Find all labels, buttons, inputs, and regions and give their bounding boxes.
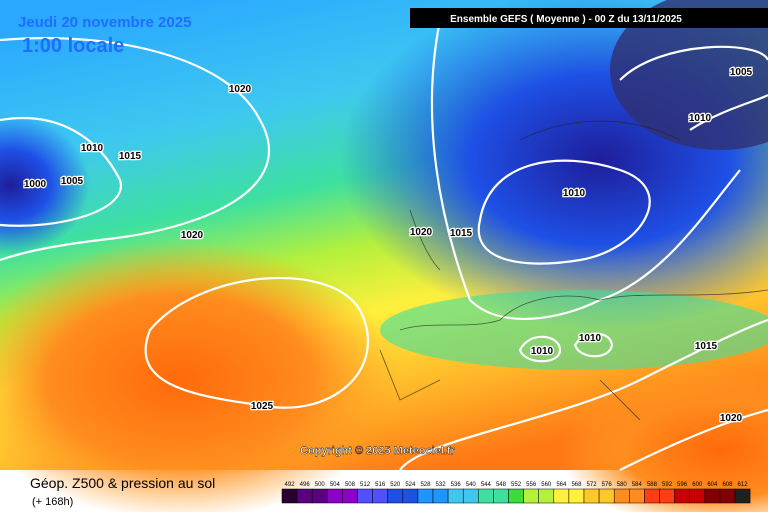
isobar-label: 1015 bbox=[119, 151, 142, 162]
isobar-label: 1010 bbox=[689, 113, 712, 124]
colorbar-swatch bbox=[644, 488, 660, 504]
colorbar-swatch bbox=[719, 488, 736, 504]
colorbar-label: 572 bbox=[587, 482, 598, 488]
colorbar-label: 596 bbox=[677, 482, 688, 488]
colorbar-swatch bbox=[432, 488, 449, 504]
colorbar-swatch bbox=[311, 488, 328, 504]
colorbar-label: 580 bbox=[617, 482, 628, 488]
colorbar-swatch bbox=[372, 488, 388, 504]
colorbar-swatch bbox=[553, 488, 570, 504]
colorbar-label: 500 bbox=[315, 482, 326, 488]
colorbar-swatch bbox=[508, 488, 524, 504]
isobar-label: 1010 bbox=[531, 346, 554, 357]
colorbar-swatch bbox=[342, 488, 358, 504]
colorbar-swatch bbox=[538, 488, 555, 504]
colorbar-label: 560 bbox=[541, 482, 552, 488]
colorbar-label: 564 bbox=[556, 482, 567, 488]
colorbar-swatch bbox=[659, 488, 675, 504]
colorbar-swatch bbox=[613, 488, 630, 504]
colorbar-label: 492 bbox=[285, 482, 296, 488]
colorbar-label: 576 bbox=[602, 482, 613, 488]
colorbar-label: 520 bbox=[390, 482, 401, 488]
isobar-label: 1005 bbox=[730, 67, 753, 78]
colorbar-label: 508 bbox=[345, 482, 356, 488]
colorbar-swatch bbox=[447, 488, 464, 504]
colorbar-label: 504 bbox=[330, 482, 341, 488]
colorbar-label: 612 bbox=[738, 482, 749, 488]
colorbar-label: 512 bbox=[360, 482, 371, 488]
colorbar-label: 608 bbox=[722, 482, 733, 488]
isobar-label: 1015 bbox=[450, 228, 473, 239]
colorbar-swatch bbox=[734, 488, 751, 504]
lead-time: (+ 168h) bbox=[32, 496, 73, 508]
isobar-label: 1025 bbox=[251, 401, 274, 412]
isobar-label: 1020 bbox=[181, 230, 204, 241]
colorbar-label: 552 bbox=[511, 482, 522, 488]
footer-title: Géop. Z500 & pression au sol bbox=[30, 475, 215, 491]
colorbar-label: 600 bbox=[692, 482, 703, 488]
colorbar-label: 588 bbox=[647, 482, 658, 488]
time: 1:00 locale bbox=[22, 35, 124, 57]
colorbar-swatch bbox=[478, 488, 494, 504]
isobar-label: 1020 bbox=[229, 84, 252, 95]
colorbar-label: 544 bbox=[481, 482, 492, 488]
colorbar-swatch bbox=[281, 488, 298, 504]
colorbar-swatch bbox=[357, 488, 373, 504]
colorbar-swatch bbox=[387, 488, 404, 504]
colorbar-label: 556 bbox=[526, 482, 537, 488]
isobar-label: 1010 bbox=[579, 333, 602, 344]
isobar-label: 1005 bbox=[61, 176, 84, 187]
colorbar-swatch bbox=[568, 488, 585, 504]
date: Jeudi 20 novembre 2025 bbox=[18, 14, 191, 31]
colorbar-label: 528 bbox=[420, 482, 431, 488]
colorbar-swatch bbox=[583, 488, 600, 504]
colorbar-label: 548 bbox=[496, 482, 507, 488]
colorbar-swatch bbox=[493, 488, 509, 504]
colorbar-swatch bbox=[674, 488, 690, 504]
colorbar-swatch bbox=[296, 488, 313, 504]
copyright: Copyright © 2025 Meteociel.fr bbox=[300, 445, 456, 457]
colorbar-label: 532 bbox=[436, 482, 447, 488]
colorbar-label: 496 bbox=[300, 482, 311, 488]
colorbar-swatch bbox=[523, 488, 539, 504]
colorbar-label: 604 bbox=[707, 482, 718, 488]
colorbar-swatch bbox=[598, 488, 615, 504]
isobar-label: 1010 bbox=[81, 143, 104, 154]
colorbar: 492 496 500 504 508 512 516 520 524 528 532 536 540 5… bbox=[281, 482, 751, 504]
colorbar-label: 536 bbox=[451, 482, 462, 488]
run-info: Ensemble GEFS ( Moyenne ) - 00 Z du 13/1… bbox=[450, 14, 682, 25]
colorbar-label: 524 bbox=[405, 482, 416, 488]
colorbar-swatch bbox=[462, 488, 479, 504]
colorbar-swatch bbox=[689, 488, 706, 504]
colorbar-label: 592 bbox=[662, 482, 673, 488]
colorbar-swatch bbox=[629, 488, 645, 504]
isobar-labels: 1020 1010 1015 1000 1005 1020 1020 1015 1010 1005… bbox=[23, 66, 754, 426]
isobar-label: 1020 bbox=[720, 413, 743, 424]
isobar-label: 1020 bbox=[410, 227, 433, 238]
isobar-label: 1000 bbox=[24, 179, 47, 190]
colorbar-label: 584 bbox=[632, 482, 643, 488]
colorbar-swatch bbox=[402, 488, 419, 504]
run-banner bbox=[410, 8, 768, 28]
colorbar-swatch bbox=[704, 488, 721, 504]
colorbar-label: 516 bbox=[375, 482, 386, 488]
colorbar-swatch bbox=[327, 488, 343, 504]
colorbar-label: 540 bbox=[466, 482, 477, 488]
colorbar-label: 568 bbox=[571, 482, 582, 488]
isobar-label: 1015 bbox=[695, 341, 718, 352]
colorbar-swatch bbox=[417, 488, 434, 504]
isobar-label: 1010 bbox=[563, 188, 586, 199]
